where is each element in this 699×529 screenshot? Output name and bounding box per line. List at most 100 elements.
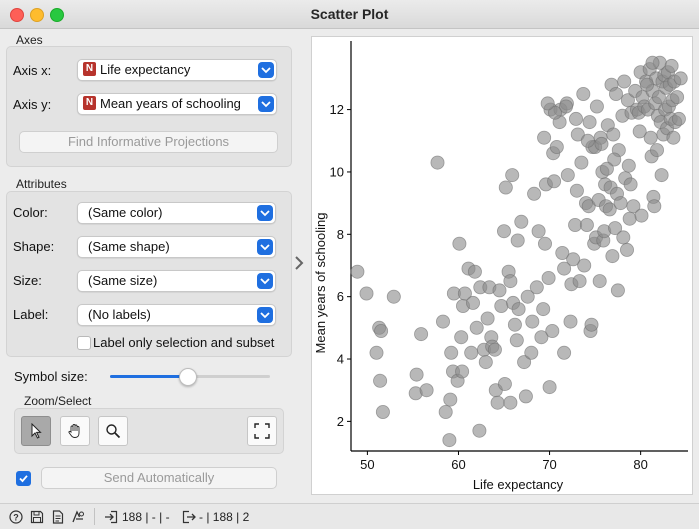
axis-y-combo[interactable]: N Mean years of schooling: [77, 93, 277, 115]
color-combo[interactable]: (Same color): [77, 202, 276, 224]
scatter-point[interactable]: [472, 423, 487, 438]
scatter-point[interactable]: [626, 199, 641, 214]
scatter-point[interactable]: [664, 58, 679, 73]
scatter-point[interactable]: [647, 199, 662, 214]
scatter-point[interactable]: [537, 236, 552, 251]
scatter-point[interactable]: [409, 367, 424, 382]
scatter-point[interactable]: [438, 404, 453, 419]
scatter-point[interactable]: [505, 168, 520, 183]
scatter-point[interactable]: [568, 217, 583, 232]
scatter-point[interactable]: [555, 245, 570, 260]
scatter-point[interactable]: [558, 99, 573, 114]
scatter-point[interactable]: [517, 355, 532, 370]
symbol-size-slider-handle[interactable]: [178, 368, 197, 386]
scatter-point[interactable]: [442, 433, 457, 448]
scatter-point[interactable]: [514, 214, 529, 229]
scatter-point[interactable]: [577, 258, 592, 273]
scatter-point[interactable]: [510, 233, 525, 248]
scatter-point[interactable]: [572, 274, 587, 289]
scatter-point[interactable]: [503, 395, 518, 410]
scatter-point[interactable]: [621, 158, 636, 173]
scatter-point[interactable]: [430, 155, 445, 170]
scatter-point[interactable]: [467, 264, 482, 279]
scatter-point[interactable]: [469, 320, 484, 335]
send-automatically-checkbox[interactable]: [16, 471, 31, 486]
scatter-point[interactable]: [619, 242, 634, 257]
scatter-point[interactable]: [670, 90, 685, 105]
scatter-point[interactable]: [509, 333, 524, 348]
scatter-point[interactable]: [605, 249, 620, 264]
scatter-point[interactable]: [610, 283, 625, 298]
scatter-point[interactable]: [623, 177, 638, 192]
scatter-point[interactable]: [480, 311, 495, 326]
scatter-point[interactable]: [374, 323, 389, 338]
scatter-point[interactable]: [589, 99, 604, 114]
scatter-point[interactable]: [350, 264, 365, 279]
scatter-point[interactable]: [580, 133, 595, 148]
zoom-tool-button[interactable]: [98, 416, 128, 446]
scatter-point[interactable]: [457, 286, 472, 301]
scatter-point[interactable]: [531, 224, 546, 239]
scatter-point[interactable]: [566, 252, 581, 267]
scatter-point[interactable]: [465, 295, 480, 310]
scatter-point[interactable]: [507, 317, 522, 332]
scatter-point[interactable]: [570, 127, 585, 142]
scatter-point[interactable]: [511, 302, 526, 317]
scatter-point[interactable]: [494, 298, 509, 313]
scatter-point[interactable]: [582, 115, 597, 130]
scatter-point[interactable]: [651, 90, 666, 105]
scatter-point[interactable]: [478, 355, 493, 370]
scatter-point[interactable]: [568, 111, 583, 126]
close-window-button[interactable]: [10, 8, 24, 22]
size-combo[interactable]: (Same size): [77, 270, 276, 292]
scatter-point[interactable]: [464, 345, 479, 360]
shape-combo[interactable]: (Same shape): [77, 236, 276, 258]
visual-settings-icon[interactable]: [71, 510, 85, 524]
save-icon[interactable]: [30, 510, 44, 524]
scatter-point[interactable]: [545, 323, 560, 338]
scatter-point[interactable]: [579, 217, 594, 232]
scatter-point[interactable]: [375, 404, 390, 419]
scatter-point[interactable]: [454, 330, 469, 345]
scatter-plot-area[interactable]: 50 60 70 80 2 4 6 8 10 12 Life expectancy Mean ye…: [311, 36, 693, 495]
scatter-point[interactable]: [569, 183, 584, 198]
scatter-point[interactable]: [452, 236, 467, 251]
select-tool-button[interactable]: [21, 416, 51, 446]
scatter-point[interactable]: [666, 130, 681, 145]
chevron-right-icon[interactable]: [294, 256, 304, 270]
scatter-point[interactable]: [547, 105, 562, 120]
scatter-point[interactable]: [498, 180, 513, 195]
pan-tool-button[interactable]: [60, 416, 90, 446]
scatter-point[interactable]: [536, 302, 551, 317]
scatter-point[interactable]: [518, 389, 533, 404]
scatter-point[interactable]: [584, 317, 599, 332]
scatter-point[interactable]: [606, 127, 621, 142]
scatter-point[interactable]: [549, 140, 564, 155]
scatter-point[interactable]: [557, 261, 572, 276]
scatter-point[interactable]: [560, 168, 575, 183]
scatter-point[interactable]: [496, 224, 511, 239]
scatter-point[interactable]: [492, 283, 507, 298]
scatter-point[interactable]: [671, 111, 686, 126]
scatter-point[interactable]: [599, 161, 614, 176]
scatter-point[interactable]: [574, 155, 589, 170]
scatter-point[interactable]: [369, 345, 384, 360]
scatter-point[interactable]: [419, 383, 434, 398]
help-icon[interactable]: ?: [9, 510, 23, 524]
scatter-plot-svg[interactable]: 50 60 70 80 2 4 6 8 10 12 Life expectancy Mean ye…: [312, 37, 692, 494]
find-informative-projections-button[interactable]: Find Informative Projections: [19, 131, 278, 153]
scatter-point[interactable]: [497, 376, 512, 391]
scatter-point[interactable]: [373, 373, 388, 388]
scatter-point[interactable]: [524, 345, 539, 360]
scatter-point[interactable]: [563, 314, 578, 329]
scatter-point[interactable]: [542, 380, 557, 395]
scatter-point[interactable]: [607, 152, 622, 167]
scatter-point[interactable]: [581, 199, 596, 214]
scatter-point[interactable]: [617, 74, 632, 89]
scatter-point[interactable]: [632, 124, 647, 139]
scatter-point[interactable]: [520, 289, 535, 304]
label-only-selection-checkbox[interactable]: [77, 336, 91, 350]
scatter-point[interactable]: [634, 208, 649, 223]
label-combo[interactable]: (No labels): [77, 304, 276, 326]
scatter-point[interactable]: [592, 274, 607, 289]
